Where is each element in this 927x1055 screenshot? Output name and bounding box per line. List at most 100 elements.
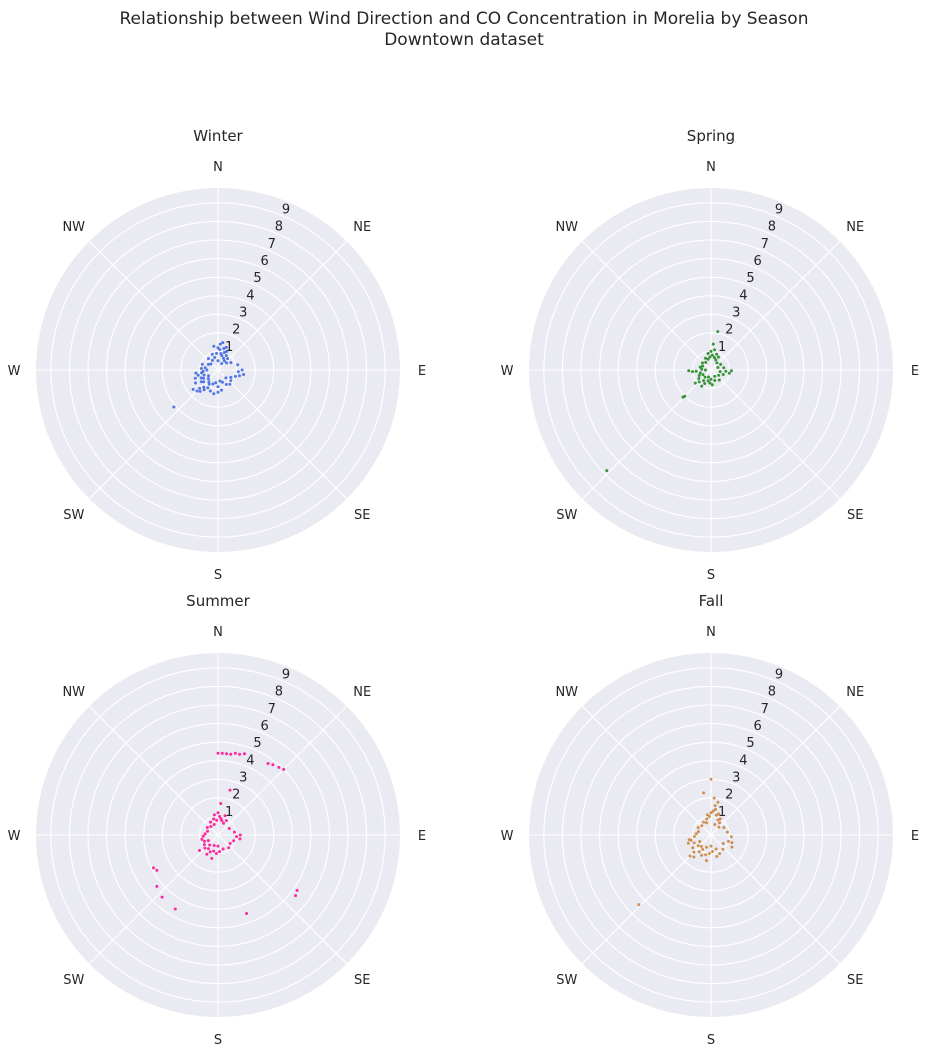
data-point <box>212 344 216 348</box>
data-point <box>707 814 711 818</box>
data-point <box>717 378 721 382</box>
data-point <box>692 855 696 859</box>
data-point <box>221 341 225 345</box>
data-point <box>201 369 205 373</box>
data-point <box>202 373 206 377</box>
radial-gridline <box>161 778 275 892</box>
data-point <box>216 390 220 394</box>
data-point <box>686 841 690 845</box>
figure-title-line2: Downtown dataset <box>384 30 544 50</box>
data-point <box>238 374 242 378</box>
data-point <box>196 373 200 377</box>
data-point <box>716 800 720 804</box>
data-point <box>216 346 220 350</box>
data-point <box>730 841 734 845</box>
data-point <box>206 847 210 851</box>
radial-tick-label: 3 <box>239 771 247 786</box>
data-point <box>227 827 231 830</box>
data-point <box>718 852 722 856</box>
data-point <box>206 357 210 361</box>
data-point <box>212 843 216 847</box>
data-point <box>206 362 210 366</box>
data-point <box>220 354 224 358</box>
polar-subplot-fall: Fall 1 2 3 4 56 7 8 9 N NE E SE S SW W NW <box>501 592 920 1048</box>
plot-area: 1 2 3 4 56 7 8 9 N NE E SE S SW W NW <box>8 160 427 583</box>
radial-tick-label: 4 <box>246 753 254 768</box>
radial-gridline <box>543 667 879 1003</box>
data-point <box>220 751 224 755</box>
data-point <box>708 381 712 385</box>
data-point <box>722 826 726 830</box>
data-point <box>713 348 717 352</box>
data-point <box>694 369 698 373</box>
data-point <box>727 371 731 375</box>
radial-tick-label: 1 <box>225 805 233 820</box>
data-point <box>199 376 203 380</box>
radial-gridline <box>124 741 312 929</box>
data-point <box>224 354 228 358</box>
data-point <box>697 850 701 854</box>
data-point <box>729 369 733 373</box>
data-point <box>697 380 701 384</box>
data-point <box>160 895 164 899</box>
data-point <box>199 380 203 384</box>
radial-gridline <box>599 723 823 947</box>
radial-tick-label: 8 <box>768 685 776 700</box>
data-point <box>198 386 202 390</box>
radial-gridline <box>143 760 293 910</box>
data-point <box>715 361 719 365</box>
data-point <box>701 364 705 368</box>
data-point <box>704 360 708 364</box>
data-point <box>710 353 714 357</box>
data-point <box>706 375 710 379</box>
data-point <box>155 868 159 872</box>
data-point <box>216 359 220 363</box>
radial-tick-label: 9 <box>282 668 290 683</box>
data-point <box>709 377 713 381</box>
data-point <box>701 373 705 377</box>
data-point <box>212 817 216 821</box>
data-point <box>690 370 694 374</box>
data-point <box>688 854 692 858</box>
data-point <box>199 367 203 371</box>
data-point <box>687 838 691 842</box>
data-point <box>238 752 242 756</box>
data-point <box>212 813 216 817</box>
data-point <box>172 405 176 409</box>
radial-gridline <box>124 276 312 464</box>
data-point <box>216 844 220 848</box>
direction-label: SW <box>63 973 84 988</box>
direction-label: E <box>911 829 919 844</box>
data-point <box>207 382 211 386</box>
radial-tick-label: 6 <box>754 254 762 269</box>
radial-tick-label: 2 <box>232 323 240 338</box>
radial-tick-label: 3 <box>239 306 247 321</box>
data-point <box>697 373 701 377</box>
data-point <box>229 379 233 383</box>
data-point <box>711 809 715 813</box>
data-point <box>228 842 232 846</box>
data-point <box>637 903 641 907</box>
radial-tick-label: 4 <box>739 288 747 303</box>
data-point <box>205 368 209 372</box>
radial-gridline <box>198 350 238 390</box>
direction-label: N <box>706 625 716 640</box>
radial-gridline <box>68 220 368 520</box>
data-point <box>208 850 212 854</box>
data-point <box>703 381 707 385</box>
data-point <box>219 802 223 806</box>
data-point <box>717 373 721 377</box>
direction-label: SW <box>63 508 84 523</box>
data-point <box>218 342 222 346</box>
polar-subplot-spring: Spring 1 2 3 4 56 7 8 9 N NE E SE S SW W NW <box>501 127 920 583</box>
angular-gridline <box>710 834 841 965</box>
radial-gridline <box>180 797 256 873</box>
data-point <box>233 751 237 755</box>
data-point <box>218 379 222 383</box>
data-point <box>216 811 220 815</box>
direction-label: NW <box>555 685 578 700</box>
data-point <box>718 370 722 374</box>
data-point <box>714 847 718 851</box>
data-point <box>726 839 730 843</box>
data-point <box>715 855 719 859</box>
